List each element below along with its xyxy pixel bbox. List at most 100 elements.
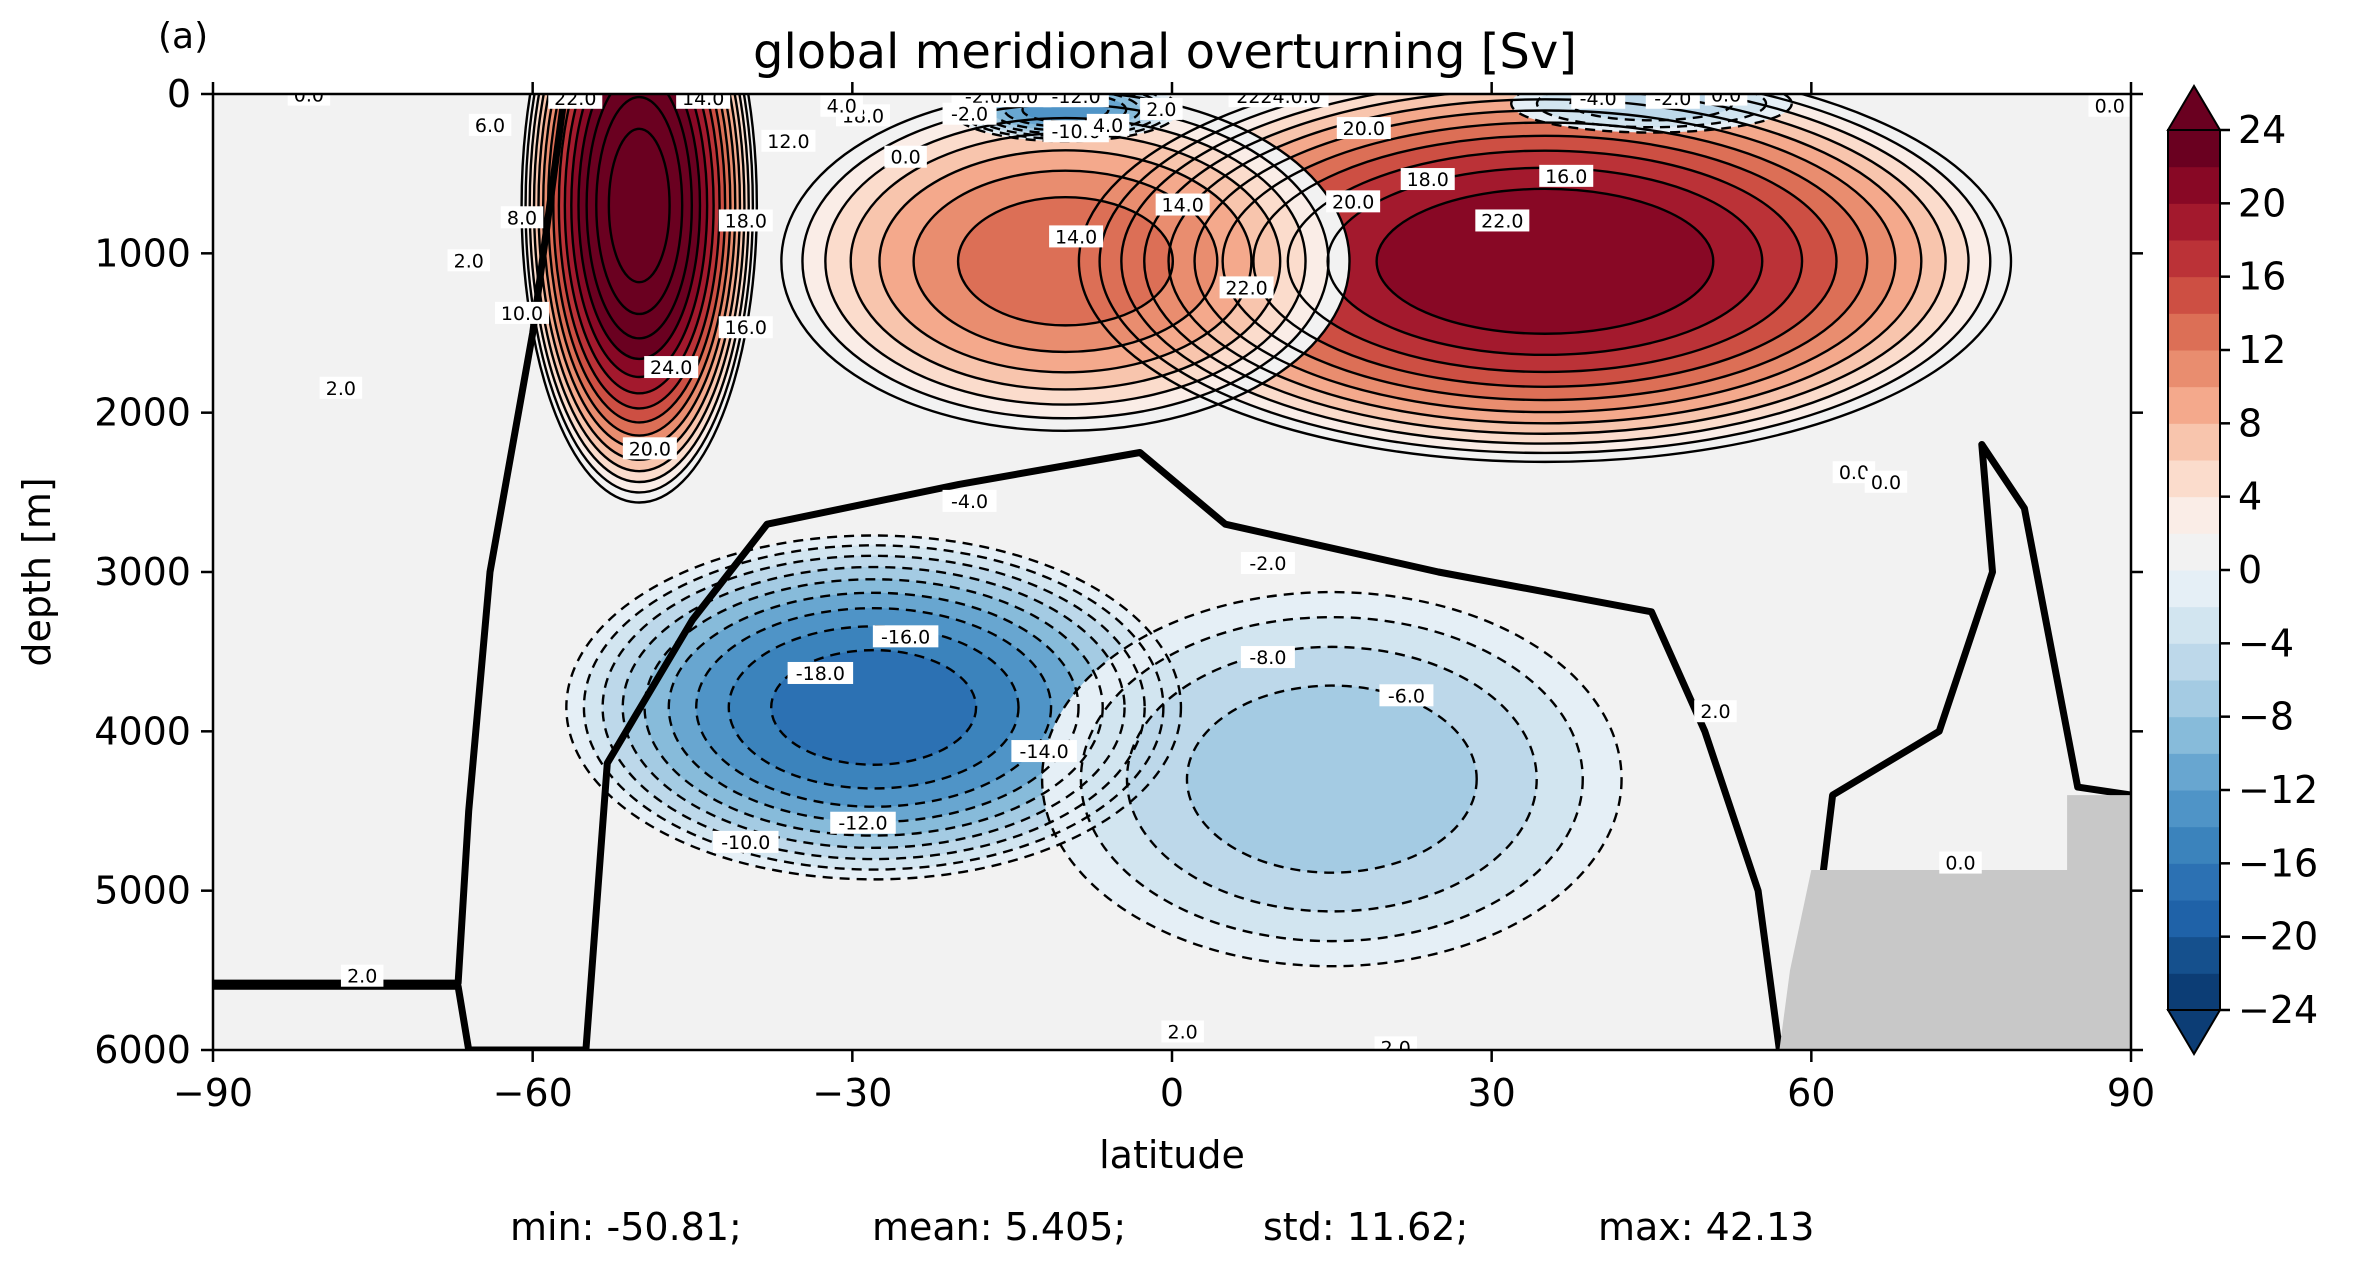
contour-label-text: -6.0 [1388, 685, 1425, 707]
contour-line [557, 94, 721, 410]
colorbar-tick-label: 0 [2238, 548, 2262, 592]
contour-label-text: -16.0 [881, 626, 930, 648]
colorbar-segment [2168, 203, 2220, 241]
abyssal-negative-north [1042, 592, 1622, 967]
colorbar-segment [2168, 386, 2220, 424]
colorbar-tick-label: −24 [2238, 988, 2318, 1032]
colorbar-segment [2168, 276, 2220, 314]
contour-line [570, 94, 709, 379]
colorbar-segment [2168, 790, 2220, 828]
contour-line [1143, 94, 1947, 435]
contour-label: 4.0 [1086, 113, 1130, 137]
contour-labels: 22.0 14.0 0.0 6.0 8.0 2.0 10.0 2.0 12.0 18.0 16.0 2… [287, 85, 2131, 1050]
y-tick-label: 3000 [94, 550, 191, 594]
contour-label: 22.0 [1219, 276, 1274, 299]
contour-line [727, 625, 1020, 790]
colorbar-segment [2168, 313, 2220, 351]
contour-label: 2.0 [319, 376, 363, 400]
colorbar-tick-label: −8 [2238, 695, 2294, 739]
colorbar-segment [2168, 863, 2220, 901]
contour-label: 18.0 [1400, 168, 1455, 191]
contour-line [956, 196, 1175, 327]
contour-label-text: -2.0 [951, 104, 988, 126]
contour-line [1193, 109, 1897, 414]
contour-line [621, 565, 1126, 850]
contour-label: 2224.0.0 [1228, 94, 1329, 108]
contour-label-text: -12.0 [1052, 86, 1101, 108]
contour-line [582, 544, 1165, 871]
contour-label: -18.0 [787, 661, 854, 685]
contour-label-text: 20.0 [1332, 191, 1374, 213]
colorbar-tick-label: 8 [2238, 401, 2262, 445]
filled-level [958, 197, 1173, 326]
contour-label: 12.0 [761, 129, 816, 153]
stats-line: min: -50.81; mean: 5.405; std: 11.62; ma… [510, 1205, 1814, 1249]
contour-label-text: -12.0 [838, 813, 887, 835]
x-tick-label: 90 [2107, 1071, 2155, 1115]
contour-label: 0.0 [1864, 470, 1908, 494]
y-axis-label: depth [m] [15, 477, 59, 666]
contour-label: 20.0 [622, 437, 677, 460]
contour-label-text: 0.0 [1839, 462, 1869, 484]
contour-label-text: 2.0 [1168, 1021, 1198, 1043]
contour-label: 0.0 [1939, 851, 1982, 875]
colorbar-extend-min [2166, 1009, 2222, 1056]
contour-line [1120, 94, 1970, 445]
y-tick-label: 1000 [94, 231, 191, 275]
contour-line [601, 554, 1146, 861]
contour-label-text: 0.0 [1945, 853, 1975, 875]
x-tick-label: 0 [1160, 1071, 1184, 1115]
contour-label-text: -2.0 [1249, 553, 1286, 575]
colorbar-tick-label: 12 [2238, 328, 2286, 372]
contour-label-text: 8.0 [507, 207, 537, 229]
colorbar-segment [2168, 606, 2220, 644]
contour-line [1040, 590, 1623, 968]
contour-label: 6.0 [468, 113, 512, 137]
contour-line [524, 94, 755, 494]
stat-std: std: 11.62; [1263, 1205, 1468, 1249]
contour-label: -2.0 [942, 102, 997, 126]
contour-line [528, 94, 750, 484]
colorbar-segment [2168, 350, 2220, 388]
contour-line [1079, 615, 1584, 943]
contour-label: 2.0 [1140, 97, 1183, 121]
contour-label: -4.0 [1571, 94, 1626, 110]
contour-label: 2.0 [1694, 700, 1737, 723]
contour-label: 8.0 [500, 206, 544, 229]
contour-line [532, 94, 746, 473]
contour-label-text: -18.0 [796, 663, 845, 685]
contour-label-text: 16.0 [725, 317, 767, 339]
contour-label: -10.0 [713, 830, 779, 854]
stat-mean: mean: 5.405; [872, 1205, 1126, 1249]
contour-label: 20.0 [1336, 117, 1391, 140]
x-tick-label: −30 [812, 1071, 892, 1115]
colorbar: 24 20 16 12 8 4 0 −4 −8 −12 −16 −20 −24 [2166, 84, 2318, 1056]
colorbar-segment [2168, 753, 2220, 791]
contour-label-text: 0.0 [1711, 85, 1741, 107]
colorbar-tick-label: −4 [2238, 621, 2294, 665]
filled-level [608, 128, 670, 283]
contour-label-text: 2.0 [326, 378, 356, 400]
contour-label-text: -14.0 [1020, 741, 1069, 763]
contour-label: 14.0 [1155, 193, 1210, 217]
contour-label: 2.0 [1161, 1020, 1204, 1043]
contour-label: 14.0 [1049, 225, 1104, 248]
contour-label-text: 14.0 [682, 88, 724, 110]
colorbar-tick-label: −16 [2238, 841, 2318, 885]
contour-label: 20.0 [1326, 190, 1381, 213]
colorbar-tick-label: 16 [2238, 255, 2286, 299]
contour-line [552, 94, 727, 424]
contour-label: 16.0 [718, 316, 773, 339]
bathymetry-land-mask [1779, 795, 2131, 1050]
contour-label: 24.0 [644, 356, 699, 379]
contour-label-text: 0.0 [294, 85, 324, 107]
y-tick-label: 6000 [94, 1028, 191, 1072]
x-axis: −90 −60 −30 0 30 60 90 [173, 82, 2155, 1115]
contour-label: 4.0 [820, 94, 863, 118]
x-tick-label: −60 [493, 1071, 573, 1115]
contour-line [1286, 149, 1804, 374]
colorbar-segment [2168, 496, 2220, 534]
contour-label-text: 12.0 [767, 131, 809, 153]
contour-label-text: 14.0 [1161, 195, 1203, 217]
